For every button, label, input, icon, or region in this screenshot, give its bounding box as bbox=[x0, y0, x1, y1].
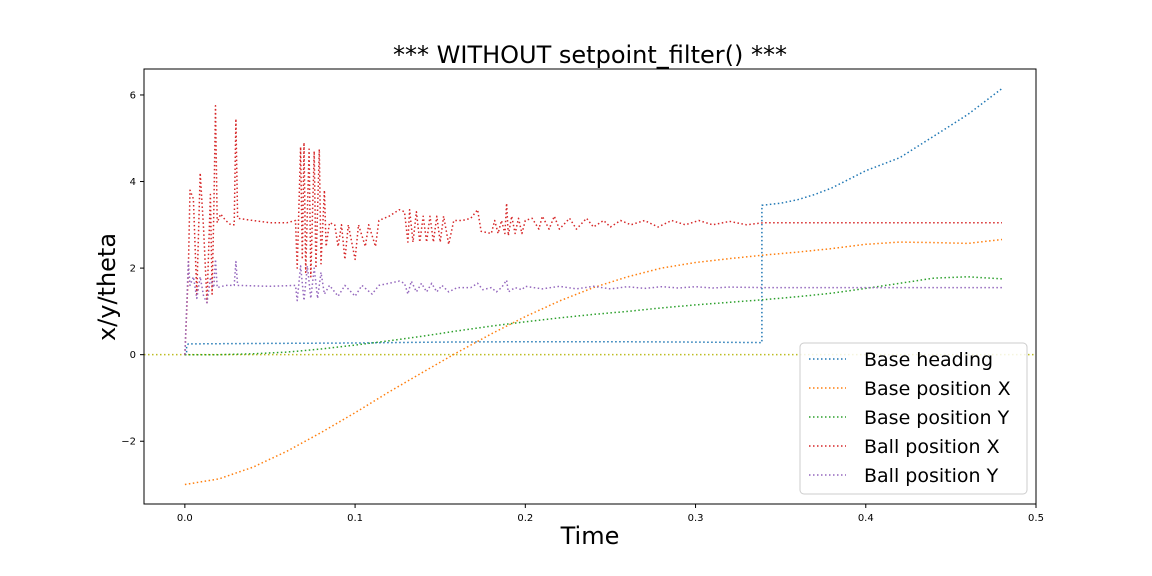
series-line-5 bbox=[184, 258, 1002, 355]
plot-frame bbox=[143, 68, 1037, 505]
legend-box bbox=[799, 342, 1028, 495]
plot-area bbox=[144, 87, 1036, 486]
x-axis-label: Time bbox=[560, 522, 620, 550]
x-tick-label: 0.3 bbox=[688, 513, 704, 524]
legend-label: Base position X bbox=[864, 378, 1011, 400]
legend-label: Base heading bbox=[864, 349, 993, 371]
legend: Base heading Base position X Base position… bbox=[799, 342, 1028, 495]
series-line-3 bbox=[184, 276, 1003, 356]
x-tick-label: 0.4 bbox=[858, 513, 874, 524]
y-axis-label: x/y/theta bbox=[93, 233, 121, 341]
x-tick-label: 0.1 bbox=[347, 513, 363, 524]
series-group bbox=[144, 87, 1036, 486]
y-tick-label: 2 bbox=[130, 264, 136, 275]
series-line-4 bbox=[184, 105, 1002, 355]
series-line-2 bbox=[184, 238, 1003, 486]
x-tick-label: 0.0 bbox=[177, 513, 193, 524]
y-tick-label: 6 bbox=[130, 90, 136, 101]
chart-title: *** WITHOUT setpoint_filter() *** bbox=[393, 41, 787, 69]
legend-label: Ball position X bbox=[864, 436, 1000, 458]
x-tick-label: 0.5 bbox=[1028, 513, 1044, 524]
series-line-1 bbox=[184, 87, 1003, 356]
y-tick-label: 0 bbox=[130, 350, 136, 361]
legend-label: Base position Y bbox=[864, 407, 1010, 429]
x-tick-label: 0.2 bbox=[517, 513, 533, 524]
y-tick-label: −2 bbox=[121, 437, 136, 448]
y-tick-label: 4 bbox=[130, 177, 136, 188]
legend-label: Ball position Y bbox=[864, 465, 999, 487]
axes: 0.0 0.1 0.2 0.3 0.4 0.5 −2 0 2 4 6 bbox=[121, 90, 1044, 524]
